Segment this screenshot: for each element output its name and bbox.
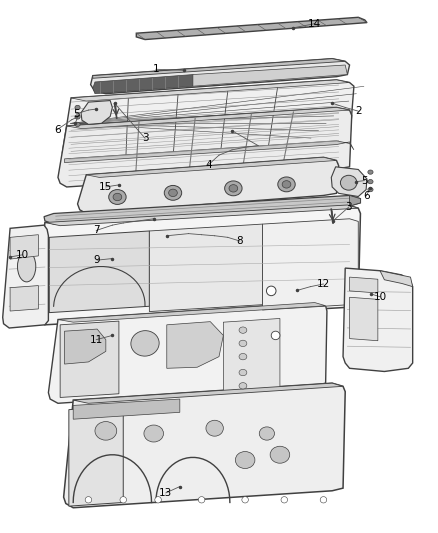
Text: 1: 1 — [152, 64, 159, 74]
Polygon shape — [69, 406, 123, 506]
Ellipse shape — [113, 193, 122, 201]
Polygon shape — [58, 108, 352, 187]
Ellipse shape — [169, 189, 177, 197]
Ellipse shape — [239, 383, 247, 389]
Ellipse shape — [239, 327, 247, 333]
Polygon shape — [343, 268, 413, 372]
Polygon shape — [34, 205, 360, 325]
Text: 6: 6 — [54, 125, 60, 135]
Ellipse shape — [320, 497, 327, 503]
Ellipse shape — [259, 427, 275, 440]
Polygon shape — [167, 321, 223, 368]
Ellipse shape — [95, 422, 117, 440]
Polygon shape — [350, 297, 378, 341]
Ellipse shape — [271, 331, 280, 340]
Polygon shape — [331, 167, 367, 197]
Ellipse shape — [281, 497, 288, 503]
Text: 8: 8 — [237, 236, 243, 246]
Ellipse shape — [266, 286, 276, 296]
Polygon shape — [350, 277, 378, 293]
Ellipse shape — [164, 185, 182, 200]
Polygon shape — [73, 383, 343, 403]
Polygon shape — [136, 17, 367, 39]
Text: 4: 4 — [205, 160, 212, 169]
Polygon shape — [64, 329, 106, 364]
Ellipse shape — [368, 170, 373, 174]
Polygon shape — [71, 80, 350, 101]
Ellipse shape — [242, 497, 248, 503]
Polygon shape — [3, 225, 48, 328]
Ellipse shape — [18, 251, 36, 282]
Polygon shape — [93, 75, 195, 94]
Text: 3: 3 — [142, 133, 148, 143]
Polygon shape — [73, 399, 180, 419]
Polygon shape — [10, 286, 39, 311]
Polygon shape — [380, 271, 413, 287]
Text: 13: 13 — [159, 488, 173, 498]
Polygon shape — [10, 235, 39, 259]
Text: 10: 10 — [16, 250, 29, 260]
Polygon shape — [149, 224, 262, 312]
Ellipse shape — [144, 425, 163, 442]
Polygon shape — [93, 59, 345, 78]
Ellipse shape — [120, 497, 127, 503]
Polygon shape — [64, 383, 345, 508]
Ellipse shape — [225, 181, 242, 196]
Ellipse shape — [229, 184, 238, 192]
Text: 12: 12 — [317, 279, 330, 289]
Polygon shape — [91, 59, 350, 94]
Text: 6: 6 — [363, 191, 369, 201]
Text: 15: 15 — [99, 182, 113, 192]
Polygon shape — [262, 219, 358, 310]
Ellipse shape — [206, 420, 223, 436]
Text: 14: 14 — [308, 19, 321, 29]
Ellipse shape — [131, 330, 159, 356]
Polygon shape — [60, 321, 119, 398]
Polygon shape — [62, 80, 354, 163]
Polygon shape — [48, 303, 327, 403]
Ellipse shape — [239, 353, 247, 360]
Polygon shape — [193, 65, 347, 86]
Ellipse shape — [75, 115, 80, 119]
Ellipse shape — [75, 122, 80, 126]
Ellipse shape — [282, 181, 291, 188]
Polygon shape — [44, 196, 360, 224]
Polygon shape — [45, 205, 358, 225]
Polygon shape — [78, 157, 339, 214]
Ellipse shape — [85, 497, 92, 503]
Text: 2: 2 — [355, 106, 362, 116]
Polygon shape — [64, 141, 354, 163]
Ellipse shape — [235, 451, 255, 469]
Ellipse shape — [239, 340, 247, 346]
Polygon shape — [223, 318, 280, 393]
Text: 3: 3 — [346, 202, 352, 212]
Ellipse shape — [109, 190, 126, 205]
Polygon shape — [67, 108, 350, 128]
Text: 7: 7 — [93, 225, 99, 236]
Polygon shape — [49, 231, 149, 313]
Polygon shape — [350, 196, 360, 206]
Ellipse shape — [278, 177, 295, 192]
Ellipse shape — [270, 446, 290, 463]
Ellipse shape — [239, 369, 247, 376]
Ellipse shape — [340, 175, 357, 190]
Polygon shape — [58, 303, 325, 322]
Polygon shape — [86, 157, 336, 177]
Ellipse shape — [368, 188, 373, 192]
Ellipse shape — [368, 180, 373, 184]
Text: 11: 11 — [90, 335, 103, 345]
Ellipse shape — [198, 497, 205, 503]
Text: 5: 5 — [361, 175, 367, 185]
Polygon shape — [81, 101, 113, 124]
Ellipse shape — [75, 106, 80, 110]
Text: 5: 5 — [73, 109, 80, 119]
Ellipse shape — [155, 497, 161, 503]
Text: 10: 10 — [374, 292, 387, 302]
Text: 9: 9 — [94, 255, 100, 265]
